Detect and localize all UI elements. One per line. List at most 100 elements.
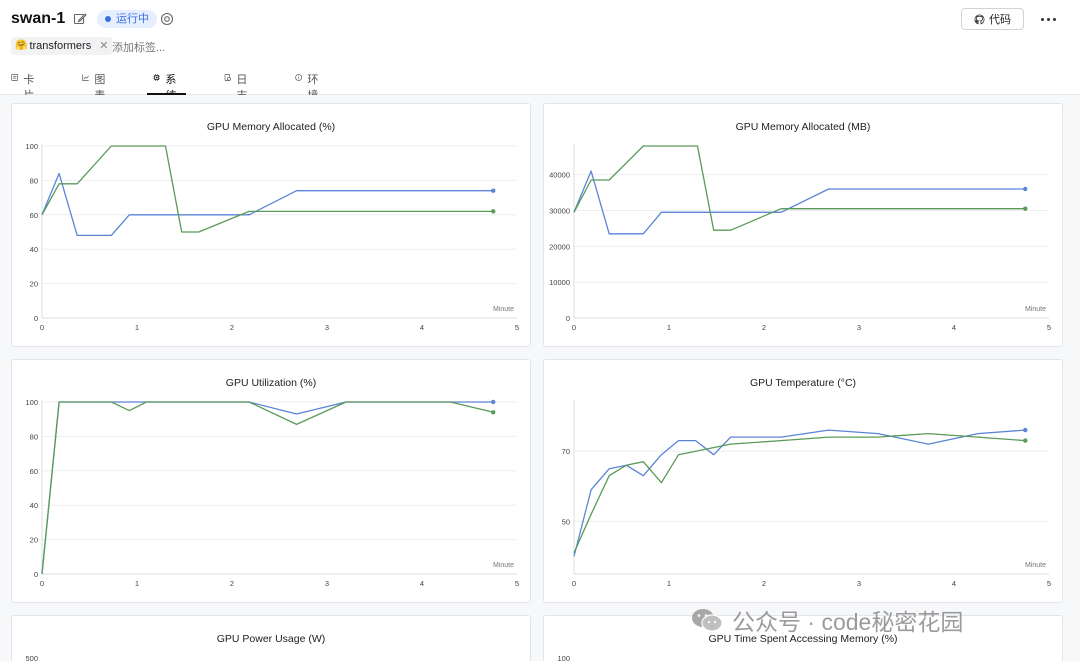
status-badge: 运行中 xyxy=(97,10,157,28)
code-button[interactable]: 代码 xyxy=(961,8,1024,30)
wechat-icon xyxy=(692,609,723,632)
x-tick-label: 0 xyxy=(572,323,576,332)
x-tick-label: 5 xyxy=(1047,323,1051,332)
code-button-label: 代码 xyxy=(989,14,1011,26)
more-menu-button[interactable] xyxy=(1038,9,1058,29)
y-tick-label: 30000 xyxy=(549,207,570,216)
chart-panel-gpu-utilization: GPU Utilization (%) 0 20 40 60 80 100 0 1 2 3 4 5 Mi… xyxy=(11,359,531,603)
y-tick-label: 100 xyxy=(557,654,570,661)
x-tick-label: 0 xyxy=(40,323,44,332)
series-line xyxy=(573,170,1026,235)
series-line xyxy=(41,172,494,237)
y-tick-label: 70 xyxy=(562,447,570,456)
series-end-point xyxy=(1023,206,1028,211)
y-tick-label: 50 xyxy=(562,517,570,526)
edit-icon[interactable] xyxy=(73,12,87,26)
x-tick-label: 2 xyxy=(762,579,766,588)
y-tick-label: 500 xyxy=(25,654,38,661)
series-end-point xyxy=(491,209,496,214)
x-tick-label: 4 xyxy=(420,579,424,588)
series-end-point xyxy=(1023,438,1028,443)
log-icon xyxy=(224,74,231,81)
status-dot xyxy=(105,16,111,22)
chart-gpu-power[interactable]: 500 xyxy=(12,616,531,661)
y-tick-label: 100 xyxy=(25,142,38,151)
y-tick-label: 40000 xyxy=(549,171,570,180)
y-tick-label: 100 xyxy=(25,398,38,407)
chart-gpu-utilization[interactable]: 0 20 40 60 80 100 0 1 2 3 4 5 Minute xyxy=(12,360,531,603)
y-tick-label: 60 xyxy=(30,211,38,220)
y-tick-label: 10000 xyxy=(549,278,570,287)
x-axis-label: Minute xyxy=(1025,562,1046,569)
chart-gpu-memory-pct[interactable]: 0 20 40 60 80 100 0 1 2 3 4 5 Minute xyxy=(12,104,531,347)
x-tick-label: 1 xyxy=(667,579,671,588)
close-icon[interactable]: ✕ xyxy=(99,40,109,52)
more-dot xyxy=(1040,17,1044,21)
y-tick-label: 20 xyxy=(30,536,38,545)
tag-chip[interactable]: 🤗 transformers ✕ xyxy=(11,37,113,55)
chart-title: GPU Power Usage (W) xyxy=(216,633,326,645)
chart-title: GPU Temperature (°C) xyxy=(749,377,857,389)
status-label: 运行中 xyxy=(116,13,149,25)
x-tick-label: 1 xyxy=(135,323,139,332)
series-line xyxy=(41,145,494,233)
x-tick-label: 0 xyxy=(572,579,576,588)
x-tick-label: 4 xyxy=(420,323,424,332)
chart-title: GPU Memory Allocated (%) xyxy=(206,121,336,133)
y-tick-label: 60 xyxy=(30,467,38,476)
y-tick-label: 80 xyxy=(30,176,38,185)
x-tick-label: 3 xyxy=(325,579,329,588)
series-line xyxy=(573,429,1026,557)
y-tick-label: 20000 xyxy=(549,242,570,251)
x-tick-label: 1 xyxy=(667,323,671,332)
line-chart-icon xyxy=(82,74,89,81)
more-dot xyxy=(1046,17,1050,21)
x-tick-label: 5 xyxy=(515,579,519,588)
card-icon xyxy=(11,74,18,81)
hugging-face-icon: 🤗 xyxy=(15,40,28,51)
github-icon xyxy=(974,14,985,24)
series-line xyxy=(573,432,1026,554)
chart-gpu-memory-mb[interactable]: 0 10000 20000 30000 40000 0 1 2 3 4 5 Minute xyxy=(544,104,1063,347)
x-tick-label: 2 xyxy=(762,323,766,332)
chart-panel-gpu-temperature: GPU Temperature (°C) 50 70 0 1 2 3 4 5 Minute xyxy=(543,359,1063,603)
chart-panel-gpu-memory-access: GPU Time Spent Accessing Memory (%) 100 xyxy=(543,615,1063,661)
more-dot xyxy=(1052,17,1056,21)
tab-system[interactable]: 系统 xyxy=(147,68,186,102)
run-header: swan-1 运行中 代码 🤗 transformers ✕ 添加标签... 卡… xyxy=(0,0,1080,102)
x-axis-label: Minute xyxy=(493,306,514,313)
chart-gpu-temperature[interactable]: 50 70 0 1 2 3 4 5 Minute xyxy=(544,360,1063,603)
chart-title: GPU Memory Allocated (MB) xyxy=(735,121,871,133)
target-icon[interactable] xyxy=(160,12,174,26)
series-end-point xyxy=(491,399,496,405)
y-tick-label: 0 xyxy=(34,570,38,579)
chart-title: GPU Utilization (%) xyxy=(225,377,317,389)
series-line xyxy=(573,145,1026,231)
watermark-text: 公众号 · code秘密花园 xyxy=(732,609,964,635)
x-tick-label: 2 xyxy=(230,579,234,588)
run-title: swan-1 xyxy=(11,10,66,27)
x-tick-label: 5 xyxy=(1047,579,1051,588)
add-tag-input[interactable]: 添加标签... xyxy=(112,42,166,54)
y-tick-label: 0 xyxy=(566,314,570,323)
x-tick-label: 4 xyxy=(952,323,956,332)
y-tick-label: 40 xyxy=(30,245,38,254)
x-tick-label: 2 xyxy=(230,323,234,332)
info-icon xyxy=(295,74,303,81)
chip-icon xyxy=(153,74,160,81)
chart-title: GPU Time Spent Accessing Memory (%) xyxy=(708,633,898,645)
series-end-point xyxy=(1023,186,1028,192)
system-charts-area: GPU Memory Allocated (%) 0 20 40 60 80 100 0 1 2… xyxy=(0,95,1080,661)
x-axis-label: Minute xyxy=(493,562,514,569)
x-tick-label: 3 xyxy=(325,323,329,332)
tab-environment[interactable]: 环境 xyxy=(295,68,322,102)
tab-logs[interactable]: 日志 xyxy=(224,68,251,102)
chart-panel-gpu-memory-mb: GPU Memory Allocated (MB) 0 10000 20000 300… xyxy=(543,103,1063,347)
tab-charts[interactable]: 图表 xyxy=(82,68,109,102)
watermark: 公众号 · code秘密花园 xyxy=(690,603,963,637)
series-end-point xyxy=(491,188,496,193)
chart-gpu-memory-access[interactable]: 100 xyxy=(544,616,1063,661)
tab-card[interactable]: 卡片 xyxy=(11,68,38,102)
tag-label: transformers xyxy=(29,40,92,52)
series-line xyxy=(41,401,494,575)
